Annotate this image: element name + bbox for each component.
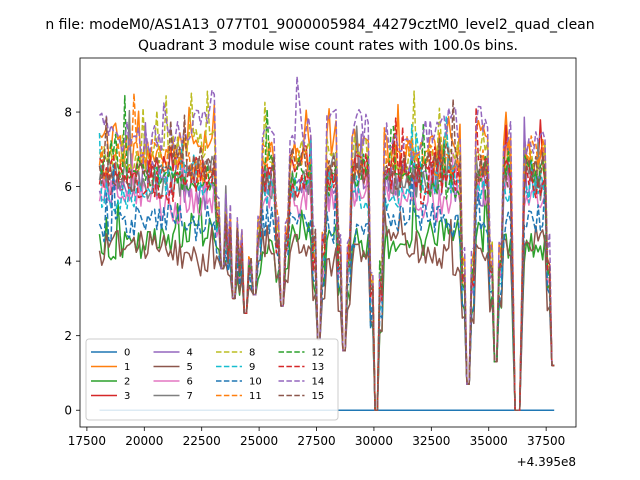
x-tick-label: 25000	[240, 434, 278, 448]
figure-suptitle: n file: modeM0/AS1A13_077T01_9000005984_…	[45, 17, 594, 33]
x-tick-label: 35000	[470, 434, 508, 448]
y-tick-label: 8	[64, 106, 72, 120]
legend-label-14: 14	[312, 377, 325, 388]
x-tick-label: 20000	[125, 434, 163, 448]
legend-label-6: 6	[187, 377, 193, 388]
series-line-13	[98, 107, 555, 411]
x-tick-label: 37500	[527, 434, 565, 448]
series-line-14	[98, 75, 555, 411]
y-tick-label: 2	[64, 329, 72, 343]
legend-label-9: 9	[249, 362, 255, 373]
legend-label-12: 12	[312, 348, 325, 359]
y-tick-label: 0	[64, 404, 72, 418]
x-offset-label: +4.395e8	[517, 455, 576, 469]
legend-label-15: 15	[312, 391, 325, 402]
series-line-10	[98, 164, 555, 411]
plot-frame	[79, 57, 577, 428]
legend-label-8: 8	[249, 348, 255, 359]
legend-label-11: 11	[249, 391, 262, 402]
series-line-15	[98, 98, 555, 411]
legend-label-0: 0	[124, 348, 130, 359]
x-tick-label: 17500	[68, 434, 106, 448]
legend-label-3: 3	[124, 391, 130, 402]
legend-box	[85, 338, 339, 421]
x-tick-label: 32500	[412, 434, 450, 448]
x-tick-label: 22500	[183, 434, 221, 448]
series-line-2	[98, 178, 555, 411]
series-line-5	[98, 202, 555, 411]
legend-label-2: 2	[124, 377, 130, 388]
series-layer	[98, 75, 555, 411]
y-tick-label: 6	[64, 180, 72, 194]
legend-label-5: 5	[187, 362, 193, 373]
legend-label-10: 10	[249, 377, 262, 388]
legend-label-7: 7	[187, 391, 193, 402]
chart-title: Quadrant 3 module wise count rates with …	[138, 38, 518, 54]
legend-label-1: 1	[124, 362, 130, 373]
x-tick-label: 27500	[297, 434, 335, 448]
x-tick-label: 30000	[355, 434, 393, 448]
legend-label-4: 4	[187, 348, 193, 359]
legend-label-13: 13	[312, 362, 325, 373]
axis-ticks: 17500 20000 22500 25000 27500 30000 32500 35000…	[64, 106, 565, 448]
y-tick-label: 4	[64, 255, 72, 269]
